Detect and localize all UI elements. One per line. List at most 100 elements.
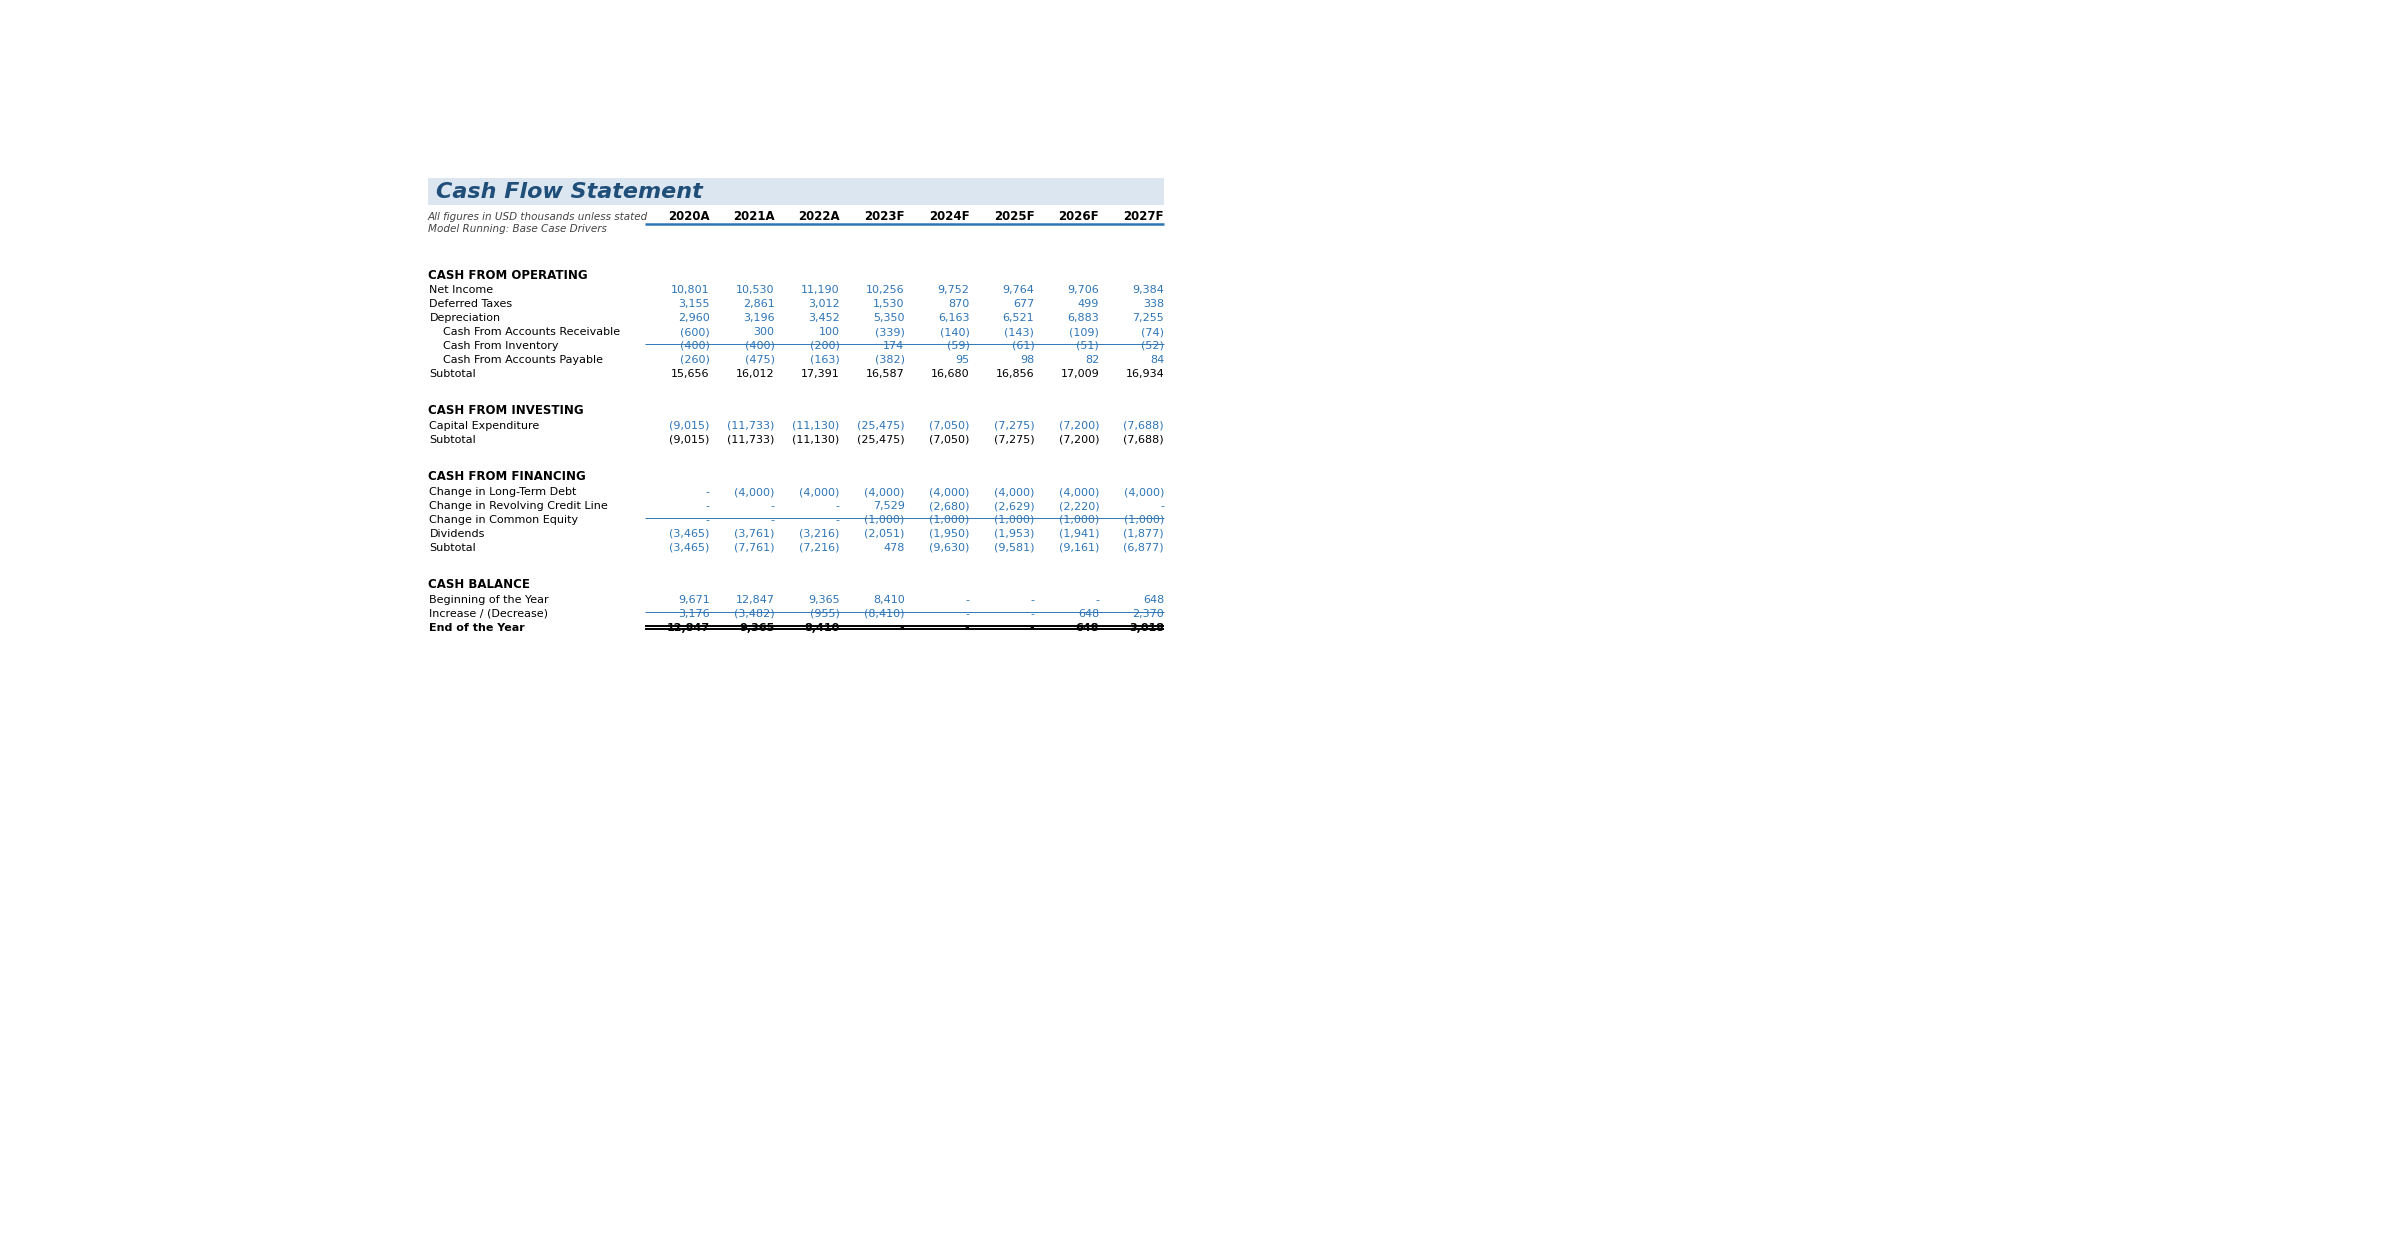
Text: Cash From Accounts Payable: Cash From Accounts Payable bbox=[444, 354, 602, 364]
Text: Change in Long-Term Debt: Change in Long-Term Debt bbox=[430, 487, 576, 497]
Text: (3,761): (3,761) bbox=[734, 529, 775, 539]
Text: (9,015): (9,015) bbox=[670, 435, 710, 445]
Text: (143): (143) bbox=[1006, 327, 1034, 337]
Text: Change in Revolving Credit Line: Change in Revolving Credit Line bbox=[430, 501, 607, 511]
Text: 174: 174 bbox=[883, 340, 905, 350]
Text: Cash Flow Statement: Cash Flow Statement bbox=[437, 182, 703, 202]
Text: Subtotal: Subtotal bbox=[430, 368, 475, 378]
Text: (1,000): (1,000) bbox=[864, 515, 905, 525]
Text: (7,275): (7,275) bbox=[994, 421, 1034, 431]
Text: 1,530: 1,530 bbox=[874, 299, 905, 309]
Text: Cash From Inventory: Cash From Inventory bbox=[444, 340, 559, 350]
Text: 10,801: 10,801 bbox=[672, 285, 710, 295]
Text: 16,587: 16,587 bbox=[866, 368, 905, 378]
Text: -: - bbox=[1159, 501, 1164, 511]
Text: (7,688): (7,688) bbox=[1123, 421, 1164, 431]
Text: Beginning of the Year: Beginning of the Year bbox=[430, 595, 550, 605]
Text: (382): (382) bbox=[874, 354, 905, 364]
Text: (7,050): (7,050) bbox=[929, 435, 970, 445]
Text: -: - bbox=[965, 623, 970, 633]
Text: (9,581): (9,581) bbox=[994, 543, 1034, 553]
Text: 16,012: 16,012 bbox=[737, 368, 775, 378]
Text: 9,752: 9,752 bbox=[938, 285, 970, 295]
Text: 6,163: 6,163 bbox=[938, 313, 970, 323]
Text: (59): (59) bbox=[946, 340, 970, 350]
Text: (140): (140) bbox=[938, 327, 970, 337]
Text: CASH BALANCE: CASH BALANCE bbox=[427, 578, 530, 592]
Text: 338: 338 bbox=[1142, 299, 1164, 309]
Text: Change in Common Equity: Change in Common Equity bbox=[430, 515, 578, 525]
Text: 2023F: 2023F bbox=[864, 210, 905, 224]
Text: (74): (74) bbox=[1140, 327, 1164, 337]
Text: -: - bbox=[1030, 595, 1034, 605]
Text: (3,465): (3,465) bbox=[670, 529, 710, 539]
Text: 6,521: 6,521 bbox=[1003, 313, 1034, 323]
Text: 2020A: 2020A bbox=[667, 210, 710, 224]
Text: 7,529: 7,529 bbox=[874, 501, 905, 511]
Text: (9,015): (9,015) bbox=[670, 421, 710, 431]
Text: 478: 478 bbox=[883, 543, 905, 553]
Text: 17,391: 17,391 bbox=[802, 368, 840, 378]
Text: (7,200): (7,200) bbox=[1058, 435, 1099, 445]
Text: (109): (109) bbox=[1070, 327, 1099, 337]
Text: -: - bbox=[965, 609, 970, 619]
Text: (4,000): (4,000) bbox=[929, 487, 970, 497]
Text: 12,847: 12,847 bbox=[667, 623, 710, 633]
Text: 3,176: 3,176 bbox=[679, 609, 710, 619]
Text: (4,000): (4,000) bbox=[799, 487, 840, 497]
Text: (6,877): (6,877) bbox=[1123, 543, 1164, 553]
Text: -: - bbox=[706, 501, 710, 511]
Text: 98: 98 bbox=[1020, 354, 1034, 364]
Text: (7,216): (7,216) bbox=[799, 543, 840, 553]
Text: (9,630): (9,630) bbox=[929, 543, 970, 553]
Text: (52): (52) bbox=[1142, 340, 1164, 350]
Text: (8,410): (8,410) bbox=[864, 609, 905, 619]
Text: 9,365: 9,365 bbox=[739, 623, 775, 633]
Text: 648: 648 bbox=[1075, 623, 1099, 633]
Text: (1,000): (1,000) bbox=[994, 515, 1034, 525]
Text: 84: 84 bbox=[1150, 354, 1164, 364]
Text: (200): (200) bbox=[809, 340, 840, 350]
Text: (260): (260) bbox=[679, 354, 710, 364]
Text: 3,155: 3,155 bbox=[679, 299, 710, 309]
Text: Model Running: Base Case Drivers: Model Running: Base Case Drivers bbox=[427, 224, 607, 234]
Text: Dividends: Dividends bbox=[430, 529, 485, 539]
Text: Capital Expenditure: Capital Expenditure bbox=[430, 421, 540, 431]
Text: (1,953): (1,953) bbox=[994, 529, 1034, 539]
Text: Net Income: Net Income bbox=[430, 285, 494, 295]
Text: (1,000): (1,000) bbox=[1123, 515, 1164, 525]
Text: (4,000): (4,000) bbox=[1058, 487, 1099, 497]
Text: -: - bbox=[770, 515, 775, 525]
Text: 677: 677 bbox=[1013, 299, 1034, 309]
Text: 9,764: 9,764 bbox=[1003, 285, 1034, 295]
Text: 2022A: 2022A bbox=[797, 210, 840, 224]
Text: (163): (163) bbox=[809, 354, 840, 364]
Text: (7,761): (7,761) bbox=[734, 543, 775, 553]
Text: (1,950): (1,950) bbox=[929, 529, 970, 539]
Text: 16,934: 16,934 bbox=[1126, 368, 1164, 378]
Text: CASH FROM INVESTING: CASH FROM INVESTING bbox=[427, 404, 583, 417]
Text: 2026F: 2026F bbox=[1058, 210, 1099, 224]
Text: 2,370: 2,370 bbox=[1133, 609, 1164, 619]
Text: 10,256: 10,256 bbox=[866, 285, 905, 295]
Text: (2,680): (2,680) bbox=[929, 501, 970, 511]
Text: CASH FROM FINANCING: CASH FROM FINANCING bbox=[427, 470, 586, 484]
Text: Subtotal: Subtotal bbox=[430, 435, 475, 445]
Text: (2,220): (2,220) bbox=[1058, 501, 1099, 511]
Text: (3,465): (3,465) bbox=[670, 543, 710, 553]
Text: (7,275): (7,275) bbox=[994, 435, 1034, 445]
Text: (955): (955) bbox=[809, 609, 840, 619]
Text: (9,161): (9,161) bbox=[1058, 543, 1099, 553]
Text: (4,000): (4,000) bbox=[864, 487, 905, 497]
Text: (600): (600) bbox=[679, 327, 710, 337]
Text: 648: 648 bbox=[1078, 609, 1099, 619]
Text: (1,000): (1,000) bbox=[929, 515, 970, 525]
Text: 7,255: 7,255 bbox=[1133, 313, 1164, 323]
Text: 9,706: 9,706 bbox=[1068, 285, 1099, 295]
Text: CASH FROM OPERATING: CASH FROM OPERATING bbox=[427, 269, 588, 281]
Text: -: - bbox=[770, 501, 775, 511]
Text: Depreciation: Depreciation bbox=[430, 313, 502, 323]
Text: 3,012: 3,012 bbox=[809, 299, 840, 309]
Text: 16,856: 16,856 bbox=[996, 368, 1034, 378]
Text: 8,410: 8,410 bbox=[874, 595, 905, 605]
